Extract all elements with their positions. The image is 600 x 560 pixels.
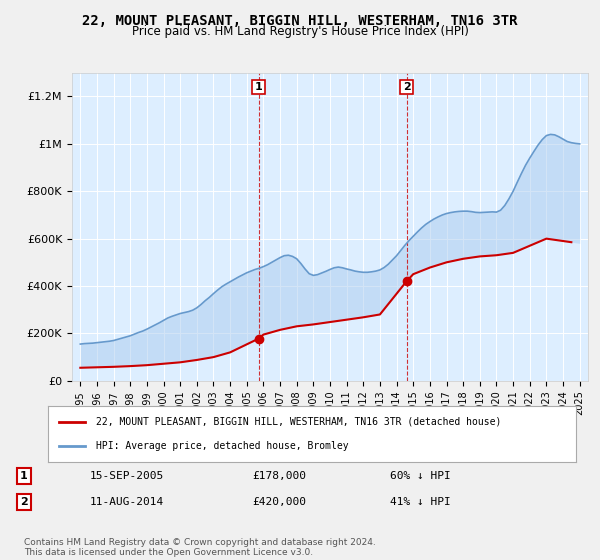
Text: 15-SEP-2005: 15-SEP-2005 [90, 471, 164, 481]
Text: HPI: Average price, detached house, Bromley: HPI: Average price, detached house, Brom… [95, 441, 348, 451]
Text: 41% ↓ HPI: 41% ↓ HPI [390, 497, 451, 507]
Text: 2: 2 [20, 497, 28, 507]
Text: 60% ↓ HPI: 60% ↓ HPI [390, 471, 451, 481]
Text: Price paid vs. HM Land Registry's House Price Index (HPI): Price paid vs. HM Land Registry's House … [131, 25, 469, 38]
Text: 2: 2 [403, 82, 410, 92]
Text: 22, MOUNT PLEASANT, BIGGIN HILL, WESTERHAM, TN16 3TR: 22, MOUNT PLEASANT, BIGGIN HILL, WESTERH… [82, 14, 518, 28]
Text: £420,000: £420,000 [252, 497, 306, 507]
Text: £178,000: £178,000 [252, 471, 306, 481]
Text: 1: 1 [20, 471, 28, 481]
Text: 11-AUG-2014: 11-AUG-2014 [90, 497, 164, 507]
Text: 1: 1 [255, 82, 262, 92]
Text: Contains HM Land Registry data © Crown copyright and database right 2024.
This d: Contains HM Land Registry data © Crown c… [24, 538, 376, 557]
Text: 22, MOUNT PLEASANT, BIGGIN HILL, WESTERHAM, TN16 3TR (detached house): 22, MOUNT PLEASANT, BIGGIN HILL, WESTERH… [95, 417, 501, 427]
